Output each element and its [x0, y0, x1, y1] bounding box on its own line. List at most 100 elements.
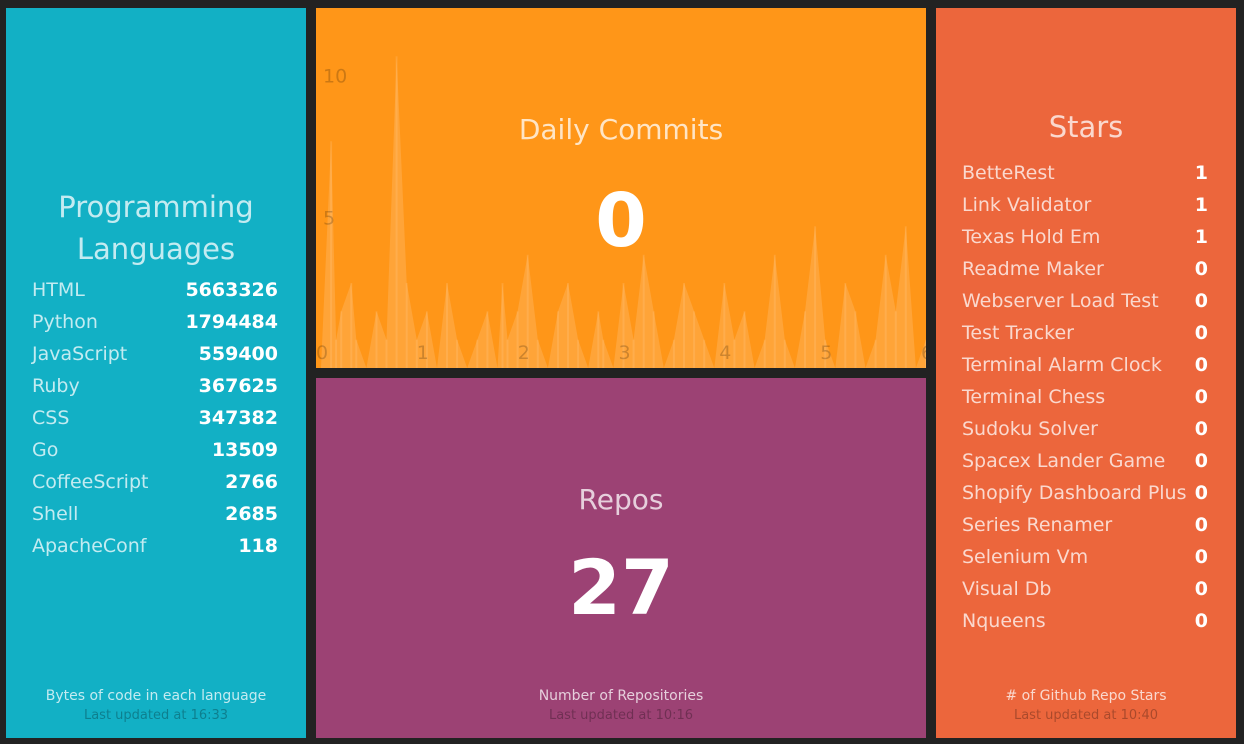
x-tick-label: 3 — [619, 342, 631, 364]
list-item-value: 0 — [1194, 354, 1208, 376]
list-item-value: 1 — [1194, 226, 1208, 248]
list-item-value: 13509 — [211, 439, 278, 461]
list-item-value: 367625 — [198, 375, 278, 397]
list-item-label: JavaScript — [32, 343, 128, 365]
list-item-label: CoffeeScript — [32, 471, 149, 493]
list-item-value: 0 — [1194, 546, 1208, 568]
list-item: Test Tracker 0 — [962, 317, 1208, 349]
list-item-value: 2685 — [225, 503, 278, 525]
list-item-label: Python — [32, 311, 98, 333]
x-tick-label: 0 — [316, 342, 328, 364]
list-item-value: 1 — [1194, 194, 1208, 216]
list-item: Series Renamer 0 — [962, 509, 1208, 541]
list-item-value: 0 — [1194, 258, 1208, 280]
list-item-label: Spacex Lander Game — [962, 450, 1166, 472]
list-item-value: 559400 — [198, 343, 278, 365]
list-item-value: 0 — [1194, 482, 1208, 504]
list-item: HTML 5663326 — [32, 274, 278, 306]
commits-title: Daily Commits — [518, 113, 724, 146]
list-item-label: Nqueens — [962, 610, 1046, 632]
commits-graph: 0 1 2 3 4 5 6 5 10 — [316, 56, 926, 368]
x-tick-label: 5 — [820, 342, 832, 364]
y-tick-label: 5 — [323, 207, 335, 229]
list-item: Link Validator 1 — [962, 189, 1208, 221]
list-item: Texas Hold Em 1 — [962, 221, 1208, 253]
list-item-label: Series Renamer — [962, 514, 1113, 536]
list-item-value: 1 — [1194, 162, 1208, 184]
list-item: Terminal Chess 0 — [962, 381, 1208, 413]
list-item-value: 0 — [1194, 386, 1208, 408]
list-item-label: Visual Db — [962, 578, 1052, 600]
stars-updated-at: Last updated at 10:40 — [1013, 708, 1159, 723]
list-item-label: Ruby — [32, 375, 80, 397]
stars-more-info: # of Github Repo Stars — [1005, 688, 1167, 704]
languages-more-info: Bytes of code in each language — [45, 688, 267, 704]
list-item-value: 0 — [1194, 514, 1208, 536]
list-item: Terminal Alarm Clock 0 — [962, 349, 1208, 381]
list-item: Spacex Lander Game 0 — [962, 445, 1208, 477]
list-item-value: 347382 — [198, 407, 278, 429]
list-item: Sudoku Solver 0 — [962, 413, 1208, 445]
list-item: CoffeeScript 2766 — [32, 466, 278, 498]
list-item: Go 13509 — [32, 434, 278, 466]
languages-updated-at: Last updated at 16:33 — [83, 708, 229, 723]
list-item-label: CSS — [32, 407, 70, 429]
list-item-value: 2766 — [225, 471, 278, 493]
x-tick-label: 1 — [417, 342, 429, 364]
repos-value: 27 — [568, 543, 674, 632]
list-item: CSS 347382 — [32, 402, 278, 434]
x-tick-label: 4 — [719, 342, 731, 364]
list-item-value: 1794484 — [185, 311, 278, 333]
daily-commits-widget: 0 1 2 3 4 5 6 5 10 Daily Commits 0 — [316, 8, 926, 368]
list-item-value: 118 — [238, 535, 278, 557]
languages-title: Programming Languages — [58, 190, 254, 267]
list-item: Shell 2685 — [32, 498, 278, 530]
list-item-value: 0 — [1194, 578, 1208, 600]
repos-updated-at: Last updated at 10:16 — [548, 708, 694, 723]
y-tick-label: 10 — [323, 66, 347, 88]
commits-value: 0 — [595, 178, 647, 264]
languages-widget: Programming Languages HTML 5663326 Python 1… — [6, 8, 306, 738]
list-item-label: Readme Maker — [962, 258, 1104, 280]
stars-list: BetteRest 1 Link Validator 1 Texas Hold Em 1 R… — [962, 157, 1208, 637]
list-item-label: HTML — [32, 279, 85, 301]
list-item: Ruby 367625 — [32, 370, 278, 402]
list-item: Shopify Dashboard Plus 0 — [962, 477, 1208, 509]
stars-widget: Stars BetteRest 1 Link Validator 1 Texas Hol… — [936, 8, 1236, 738]
list-item-label: Sudoku Solver — [962, 418, 1098, 440]
repos-widget: Repos 27 Number of Repositories Last upd… — [316, 378, 926, 738]
list-item-value: 5663326 — [185, 279, 278, 301]
repos-more-info: Number of Repositories — [538, 688, 704, 704]
list-item: Readme Maker 0 — [962, 253, 1208, 285]
list-item-label: Test Tracker — [962, 322, 1074, 344]
list-item: JavaScript 559400 — [32, 338, 278, 370]
list-item: Visual Db 0 — [962, 573, 1208, 605]
list-item-label: Shell — [32, 503, 79, 525]
list-item-label: Go — [32, 439, 59, 461]
repos-title: Repos — [578, 483, 664, 516]
stars-title: Stars — [1048, 110, 1124, 144]
list-item-value: 0 — [1194, 610, 1208, 632]
list-item-label: BetteRest — [962, 162, 1055, 184]
list-item: BetteRest 1 — [962, 157, 1208, 189]
list-item-label: ApacheConf — [32, 535, 147, 557]
list-item-label: Shopify Dashboard Plus — [962, 482, 1187, 504]
list-item: Nqueens 0 — [962, 605, 1208, 637]
list-item-value: 0 — [1194, 322, 1208, 344]
list-item: Selenium Vm 0 — [962, 541, 1208, 573]
list-item: ApacheConf 118 — [32, 530, 278, 562]
list-item-label: Link Validator — [962, 194, 1092, 216]
x-tick-label: 2 — [518, 342, 530, 364]
x-tick-label: 6 — [921, 342, 926, 364]
list-item-value: 0 — [1194, 418, 1208, 440]
list-item-value: 0 — [1194, 450, 1208, 472]
list-item-label: Selenium Vm — [962, 546, 1089, 568]
languages-list: HTML 5663326 Python 1794484 JavaScript 559400… — [32, 274, 278, 562]
list-item-label: Terminal Alarm Clock — [962, 354, 1162, 376]
list-item: Webserver Load Test 0 — [962, 285, 1208, 317]
list-item-label: Webserver Load Test — [962, 290, 1159, 312]
list-item: Python 1794484 — [32, 306, 278, 338]
commits-area-series — [321, 56, 926, 368]
list-item-label: Terminal Chess — [962, 386, 1106, 408]
list-item-value: 0 — [1194, 290, 1208, 312]
